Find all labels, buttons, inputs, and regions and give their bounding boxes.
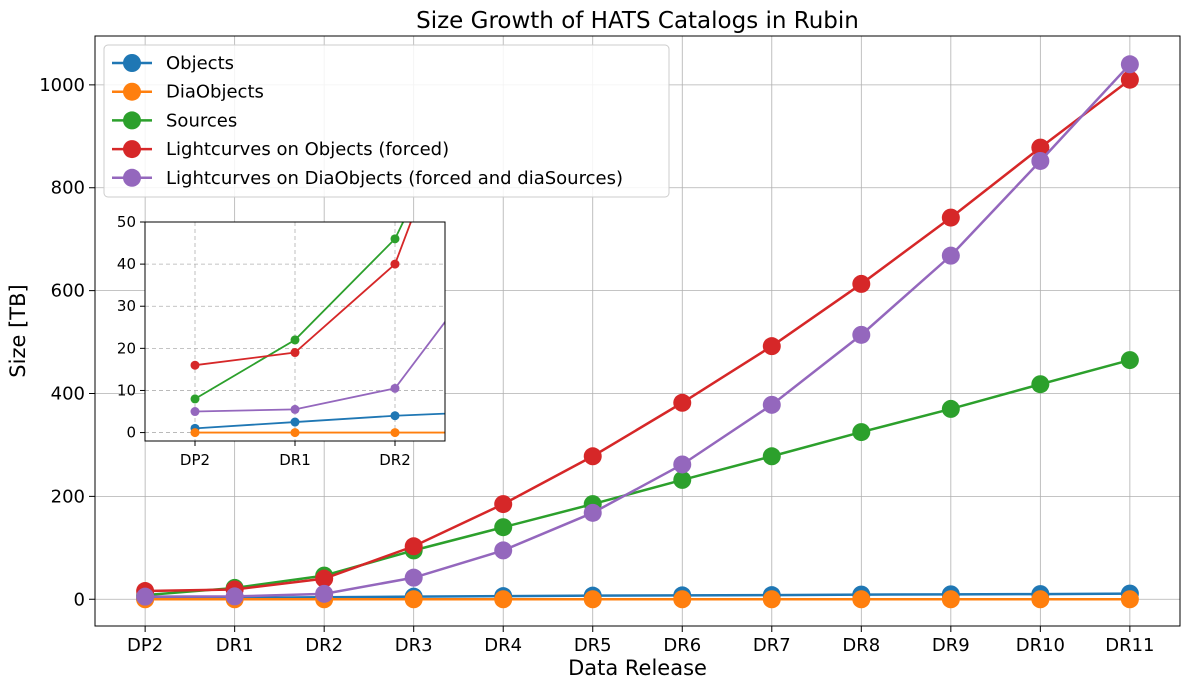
inset-data-point-sources <box>191 394 200 403</box>
y-tick-label: 0 <box>74 589 85 610</box>
data-point-lightcurves-on-diaobjects-forced-and-diasources <box>942 247 960 265</box>
legend-marker-lightcurves-on-diaobjects-forced-and-diasources <box>123 169 141 187</box>
data-point-lightcurves-on-diaobjects-forced-and-diasources <box>494 541 512 559</box>
data-point-lightcurves-on-diaobjects-forced-and-diasources <box>584 504 602 522</box>
inset-data-point-lightcurves-on-objects-forced <box>291 348 300 357</box>
x-tick-label: DR4 <box>484 635 522 656</box>
inset-data-point-diaobjects <box>191 428 200 437</box>
data-point-lightcurves-on-diaobjects-forced-and-diasources <box>226 587 244 605</box>
data-point-diaobjects <box>763 590 781 608</box>
legend-marker-sources <box>123 111 141 129</box>
inset-x-tick-label: DR1 <box>279 451 311 469</box>
data-point-lightcurves-on-objects-forced <box>405 537 423 555</box>
data-point-sources <box>852 423 870 441</box>
data-point-lightcurves-on-diaobjects-forced-and-diasources <box>315 585 333 603</box>
inset-data-point-lightcurves-on-diaobjects-forced-and-diasources <box>291 405 300 414</box>
legend-entry-lightcurves-on-diaobjects-forced-and-diasources: Lightcurves on DiaObjects (forced and di… <box>166 168 623 189</box>
inset-x-tick-label: DR2 <box>379 451 411 469</box>
data-point-diaobjects <box>1031 590 1049 608</box>
x-tick-label: DR11 <box>1105 635 1154 656</box>
y-tick-label: 600 <box>51 281 85 302</box>
y-tick-label: 200 <box>51 486 85 507</box>
legend-marker-diaobjects <box>123 83 141 101</box>
data-point-sources <box>942 400 960 418</box>
inset-y-tick-label: 0 <box>126 424 136 442</box>
inset-data-point-diaobjects <box>391 428 400 437</box>
x-tick-label: DR9 <box>932 635 970 656</box>
data-point-lightcurves-on-diaobjects-forced-and-diasources <box>852 326 870 344</box>
data-point-lightcurves-on-diaobjects-forced-and-diasources <box>763 396 781 414</box>
data-point-lightcurves-on-objects-forced <box>584 447 602 465</box>
x-axis-label: Data Release <box>568 656 707 680</box>
x-tick-label: DR6 <box>663 635 701 656</box>
data-point-sources <box>494 518 512 536</box>
inset-y-tick-label: 50 <box>117 213 136 231</box>
data-point-diaobjects <box>494 590 512 608</box>
data-point-lightcurves-on-objects-forced <box>852 275 870 293</box>
x-tick-label: DP2 <box>127 635 163 656</box>
legend-entry-lightcurves-on-objects-forced: Lightcurves on Objects (forced) <box>166 139 449 160</box>
inset-data-point-lightcurves-on-objects-forced <box>391 260 400 269</box>
x-tick-label: DR1 <box>216 635 254 656</box>
y-tick-label: 400 <box>51 383 85 404</box>
inset-data-point-diaobjects <box>291 428 300 437</box>
legend-entry-sources: Sources <box>166 110 237 131</box>
inset-data-point-sources <box>391 234 400 243</box>
x-tick-label: DR10 <box>1016 635 1065 656</box>
x-tick-label: DR5 <box>574 635 612 656</box>
y-tick-label: 800 <box>51 178 85 199</box>
data-point-sources <box>1031 375 1049 393</box>
legend-entry-diaobjects: DiaObjects <box>166 82 264 103</box>
data-point-diaobjects <box>673 590 691 608</box>
data-point-lightcurves-on-objects-forced <box>673 394 691 412</box>
data-point-diaobjects <box>584 590 602 608</box>
legend-marker-objects <box>123 54 141 72</box>
data-point-lightcurves-on-objects-forced <box>494 495 512 513</box>
data-point-diaobjects <box>405 590 423 608</box>
data-point-lightcurves-on-objects-forced <box>763 337 781 355</box>
data-point-sources <box>1121 351 1139 369</box>
inset-y-tick-label: 40 <box>117 255 136 273</box>
data-point-diaobjects <box>942 590 960 608</box>
y-axis-label: Size [TB] <box>6 284 30 377</box>
inset-data-point-lightcurves-on-diaobjects-forced-and-diasources <box>191 407 200 416</box>
inset-y-tick-label: 10 <box>117 381 136 399</box>
data-point-lightcurves-on-diaobjects-forced-and-diasources <box>136 588 154 606</box>
data-point-diaobjects <box>852 590 870 608</box>
inset-data-point-lightcurves-on-diaobjects-forced-and-diasources <box>391 384 400 393</box>
x-tick-label: DR2 <box>305 635 343 656</box>
inset-data-point-objects <box>291 418 300 427</box>
data-point-lightcurves-on-diaobjects-forced-and-diasources <box>1031 152 1049 170</box>
legend-entry-objects: Objects <box>166 53 234 74</box>
data-point-lightcurves-on-objects-forced <box>942 209 960 227</box>
inset-data-point-lightcurves-on-objects-forced <box>191 361 200 370</box>
data-point-lightcurves-on-diaobjects-forced-and-diasources <box>673 455 691 473</box>
chart-title: Size Growth of HATS Catalogs in Rubin <box>416 8 859 34</box>
data-point-lightcurves-on-objects-forced <box>1121 71 1139 89</box>
inset-y-tick-label: 20 <box>117 339 136 357</box>
inset-y-tick-label: 30 <box>117 297 136 315</box>
x-tick-label: DR8 <box>842 635 880 656</box>
data-point-lightcurves-on-diaobjects-forced-and-diasources <box>405 569 423 587</box>
legend: Objects DiaObjects Sources Lightcurves on O… <box>104 45 669 197</box>
data-point-diaobjects <box>1121 590 1139 608</box>
inset-data-point-objects <box>391 411 400 420</box>
inset-data-point-sources <box>291 335 300 344</box>
data-point-sources <box>673 471 691 489</box>
legend-marker-lightcurves-on-objects-forced <box>123 140 141 158</box>
inset-x-tick-label: DP2 <box>180 451 210 469</box>
x-tick-label: DR7 <box>753 635 791 656</box>
x-tick-label: DR3 <box>395 635 433 656</box>
y-tick-label: 1000 <box>39 75 85 96</box>
data-point-sources <box>763 447 781 465</box>
data-point-lightcurves-on-diaobjects-forced-and-diasources <box>1121 55 1139 73</box>
